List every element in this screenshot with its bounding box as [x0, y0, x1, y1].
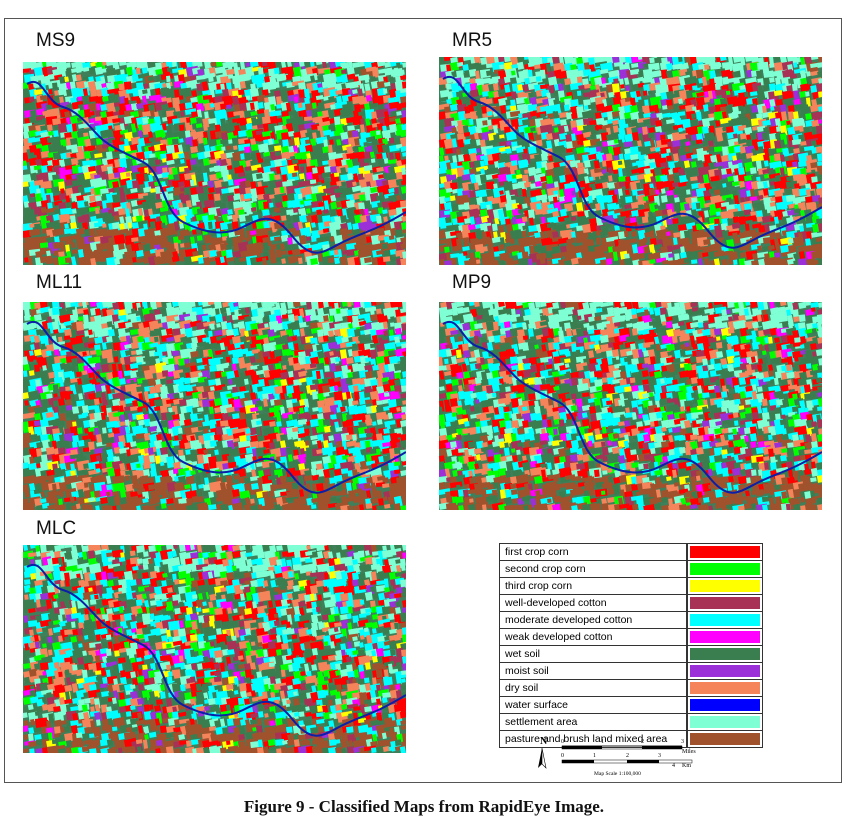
legend-swatch: [686, 696, 763, 714]
legend-swatch: [686, 628, 763, 646]
map-scale-text: Map Scale 1:100,000: [594, 771, 641, 777]
legend-row: dry soil: [499, 679, 763, 697]
miles-tick-1: 1: [601, 739, 604, 745]
legend-swatch: [686, 713, 763, 731]
legend-swatch: [686, 543, 763, 561]
legend-row: moderate developed cotton: [499, 611, 763, 629]
legend-swatch: [686, 730, 763, 748]
legend-swatch: [686, 560, 763, 578]
legend-label: dry soil: [499, 679, 688, 697]
legend-swatch: [686, 645, 763, 663]
legend-row: well-developed cotton: [499, 594, 763, 612]
panel-label-ms9: MS9: [36, 30, 76, 51]
legend-label: third crop corn: [499, 577, 688, 595]
km-tick-3: 3: [658, 753, 661, 759]
legend-label: water surface: [499, 696, 688, 714]
legend-row: wet soil: [499, 645, 763, 663]
miles-unit: Miles: [682, 749, 696, 755]
map-texture: [23, 302, 406, 510]
classified-map-mlc: [23, 545, 406, 753]
map-scale-bar: N 0 1 2 3 Miles 0 1 2 3 4 Km Map Scale 1…: [538, 736, 696, 777]
miles-tick-0: 0: [561, 739, 564, 745]
legend-row: third crop corn: [499, 577, 763, 595]
map-texture: [23, 62, 406, 265]
panel-label-mlc: MLC: [36, 518, 77, 539]
legend-row: moist soil: [499, 662, 763, 680]
legend-swatch: [686, 577, 763, 595]
panel-label-mp9: MP9: [452, 272, 492, 293]
km-tick-1: 1: [593, 753, 596, 759]
legend-row: water surface: [499, 696, 763, 714]
map-texture: [439, 302, 822, 510]
legend-table: first crop corn second crop corn third cro…: [499, 543, 763, 748]
panel-label-mr5: MR5: [452, 30, 493, 51]
legend-label: first crop corn: [499, 543, 688, 561]
km-tick-2: 2: [626, 753, 629, 759]
legend-row: pasture and brush land mixed area: [499, 730, 763, 748]
north-label: N: [540, 736, 548, 747]
legend-row: settlement area: [499, 713, 763, 731]
classified-map-mr5: [439, 57, 822, 265]
legend-label: pasture and brush land mixed area: [499, 730, 688, 748]
legend-label: second crop corn: [499, 560, 688, 578]
classified-map-ml11: [23, 302, 406, 510]
legend-swatch: [686, 611, 763, 629]
km-tick-4: 4: [672, 763, 675, 769]
legend-swatch: [686, 594, 763, 612]
map-texture: [23, 545, 406, 753]
legend-label: moist soil: [499, 662, 688, 680]
legend-label: moderate developed cotton: [499, 611, 688, 629]
km-tick-0: 0: [561, 753, 564, 759]
legend-label: wet soil: [499, 645, 688, 663]
km-unit: Km: [682, 763, 691, 769]
figure-caption: Figure 9 - Classified Maps from RapidEye…: [243, 797, 605, 816]
miles-tick-2: 2: [641, 739, 644, 745]
panel-label-ml11: ML11: [36, 272, 83, 293]
north-arrow-icon: N: [538, 736, 548, 769]
legend-label: settlement area: [499, 713, 688, 731]
legend-label: weak developed cotton: [499, 628, 688, 646]
classified-map-mp9: [439, 302, 822, 510]
classified-map-ms9: [23, 62, 406, 265]
legend-row: first crop corn: [499, 543, 763, 561]
legend-row: weak developed cotton: [499, 628, 763, 646]
legend-label: well-developed cotton: [499, 594, 688, 612]
miles-tick-3: 3: [681, 739, 684, 745]
legend-swatch: [686, 679, 763, 697]
legend-swatch: [686, 662, 763, 680]
legend-row: second crop corn: [499, 560, 763, 578]
map-texture: [439, 57, 822, 265]
